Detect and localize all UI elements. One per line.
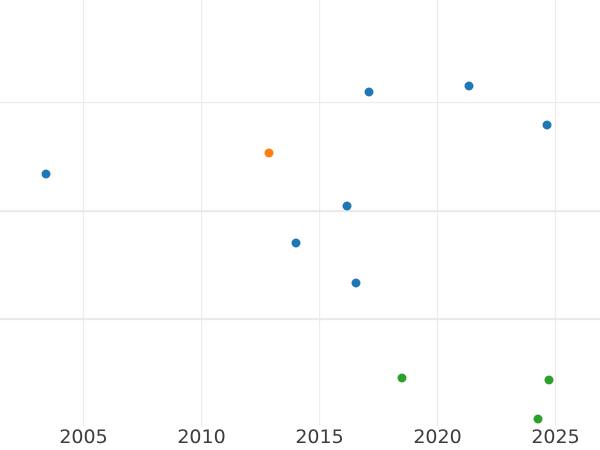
x-tick-label: 2015 <box>295 426 344 448</box>
x-tick-label: 2025 <box>531 426 580 448</box>
blue-scatter-point <box>364 87 373 96</box>
horizontal-gridline <box>0 101 600 104</box>
vertical-gridline <box>82 0 85 426</box>
blue-scatter-point <box>41 169 51 179</box>
orange-scatter-point <box>264 148 274 158</box>
x-tick-label: 2020 <box>413 426 462 448</box>
blue-scatter-point <box>464 81 474 91</box>
vertical-gridline <box>318 0 321 426</box>
blue-scatter-point <box>351 278 360 287</box>
horizontal-gridline <box>0 210 600 212</box>
horizontal-gridline <box>0 318 600 320</box>
x-tick-label: 2005 <box>59 426 108 448</box>
x-tick-label: 2010 <box>177 426 226 448</box>
vertical-gridline <box>200 0 203 426</box>
green-scatter-point <box>533 414 543 423</box>
blue-scatter-point <box>291 238 301 248</box>
green-scatter-point <box>397 373 406 383</box>
blue-scatter-point <box>542 120 551 129</box>
vertical-gridline <box>554 0 557 426</box>
vertical-gridline <box>436 0 439 426</box>
green-scatter-point <box>544 375 554 385</box>
blue-scatter-point <box>342 201 352 211</box>
